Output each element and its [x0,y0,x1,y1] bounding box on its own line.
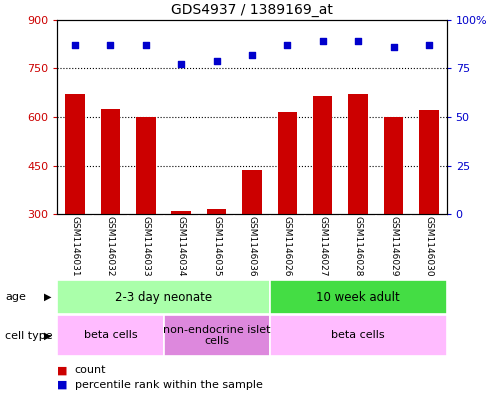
Point [319,38,327,44]
Text: GSM1146028: GSM1146028 [354,216,363,277]
Bar [65,94,85,214]
Point [71,42,79,48]
Point [177,61,185,68]
Text: 2-3 day neonate: 2-3 day neonate [115,290,212,304]
Bar [269,315,447,356]
Point [283,42,291,48]
Text: GSM1146029: GSM1146029 [389,216,398,277]
Bar [419,110,439,214]
Bar [277,112,297,214]
Text: GSM1146026: GSM1146026 [283,216,292,277]
Text: GSM1146031: GSM1146031 [70,216,79,277]
Title: GDS4937 / 1389169_at: GDS4937 / 1389169_at [171,3,333,17]
Bar [136,117,156,214]
Text: GSM1146035: GSM1146035 [212,216,221,277]
Text: GSM1146030: GSM1146030 [425,216,434,277]
Text: GSM1146033: GSM1146033 [141,216,150,277]
Point [390,44,398,50]
Text: GSM1146027: GSM1146027 [318,216,327,277]
Bar [57,315,164,356]
Text: ■: ■ [57,380,68,390]
Text: non-endocrine islet
cells: non-endocrine islet cells [163,325,270,346]
Text: age: age [5,292,26,302]
Text: percentile rank within the sample: percentile rank within the sample [75,380,263,390]
Text: ▶: ▶ [44,331,51,341]
Text: count: count [75,365,106,375]
Text: cell type: cell type [5,331,52,341]
Bar [164,315,269,356]
Text: beta cells: beta cells [84,331,137,340]
Bar [269,280,447,314]
Text: GSM1146032: GSM1146032 [106,216,115,277]
Bar [313,96,332,214]
Text: ▶: ▶ [44,292,51,302]
Bar [57,280,269,314]
Bar [101,109,120,214]
Bar [384,117,403,214]
Bar [243,171,261,214]
Point [425,42,433,48]
Point [106,42,114,48]
Point [248,51,256,58]
Point [354,38,362,44]
Point [213,57,221,64]
Point [142,42,150,48]
Text: GSM1146034: GSM1146034 [177,216,186,277]
Text: ■: ■ [57,365,68,375]
Bar [348,94,368,214]
Bar [172,211,191,214]
Text: beta cells: beta cells [331,331,385,340]
Text: 10 week adult: 10 week adult [316,290,400,304]
Bar [207,209,227,214]
Text: GSM1146036: GSM1146036 [248,216,256,277]
